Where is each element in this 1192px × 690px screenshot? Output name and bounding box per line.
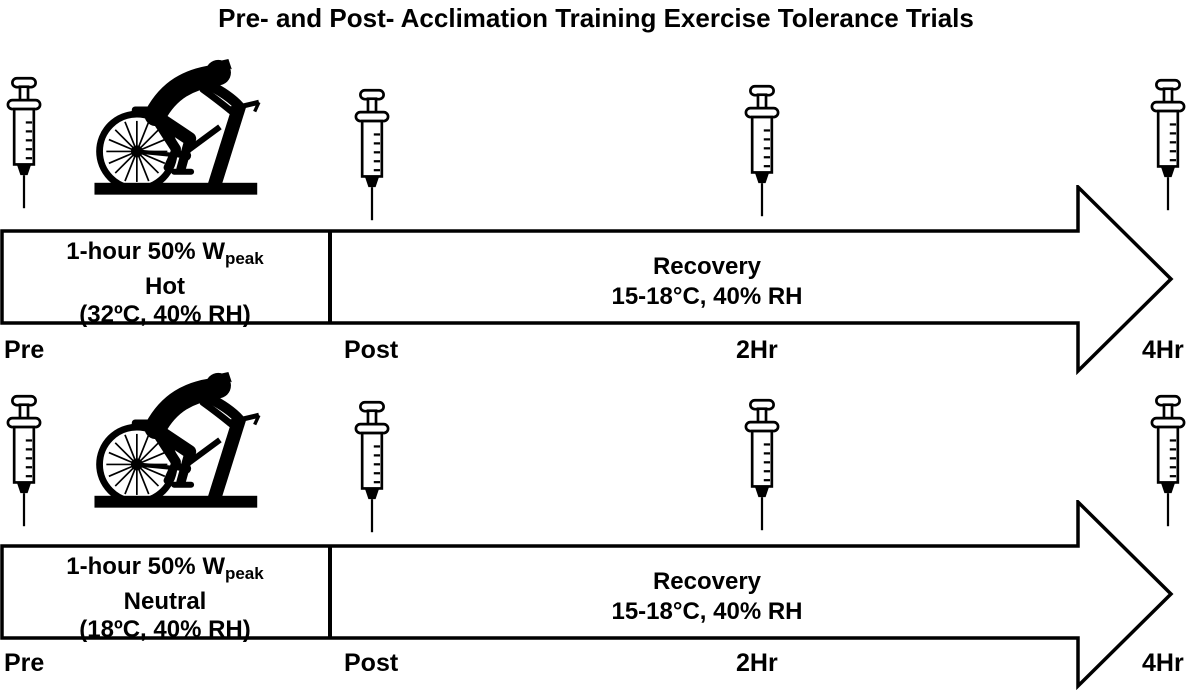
- recovery-environment: 15-18°C, 40% RH: [611, 598, 803, 625]
- exercise-intensity: 1-hour 50% Wpeak: [66, 238, 264, 268]
- cyclist-ergometer-icon: [86, 363, 264, 515]
- exercise-environment: (32ºC, 40% RH): [79, 301, 251, 328]
- timepoint-post: Post: [344, 336, 399, 364]
- timepoint-4hr: 4Hr: [1142, 649, 1184, 677]
- exercise-environment: (18ºC, 40% RH): [79, 616, 251, 643]
- timepoint-post: Post: [344, 649, 399, 677]
- timepoint-4hr: 4Hr: [1142, 336, 1184, 364]
- exercise-condition: Hot: [145, 273, 185, 300]
- phase-divider-line: [328, 231, 332, 323]
- recovery-environment: 15-18°C, 40% RH: [611, 283, 803, 310]
- diagram-title: Pre- and Post- Acclimation Training Exer…: [218, 3, 974, 33]
- exercise-intensity: 1-hour 50% Wpeak: [66, 553, 264, 583]
- timepoint-pre: Pre: [4, 336, 45, 364]
- cyclist-ergometer-icon: [86, 50, 264, 202]
- timepoint-2hr: 2Hr: [736, 649, 778, 677]
- wpeak-subscript: peak: [224, 249, 264, 268]
- wpeak-subscript: peak: [224, 564, 264, 583]
- recovery-title: Recovery: [652, 253, 762, 280]
- exercise-phase-label: 1-hour 50% Wpeak Neutral (18ºC, 40% RH): [0, 553, 330, 644]
- timepoint-pre: Pre: [4, 649, 45, 677]
- recovery-title: Recovery: [652, 568, 762, 595]
- exercise-phase-label: 1-hour 50% Wpeak Hot (32ºC, 40% RH): [0, 238, 330, 329]
- exercise-condition: Neutral: [123, 588, 207, 615]
- phase-divider-line: [328, 546, 332, 638]
- recovery-phase-label: Recovery 15-18°C, 40% RH: [457, 252, 957, 312]
- timepoint-2hr: 2Hr: [736, 336, 778, 364]
- recovery-phase-label: Recovery 15-18°C, 40% RH: [457, 567, 957, 627]
